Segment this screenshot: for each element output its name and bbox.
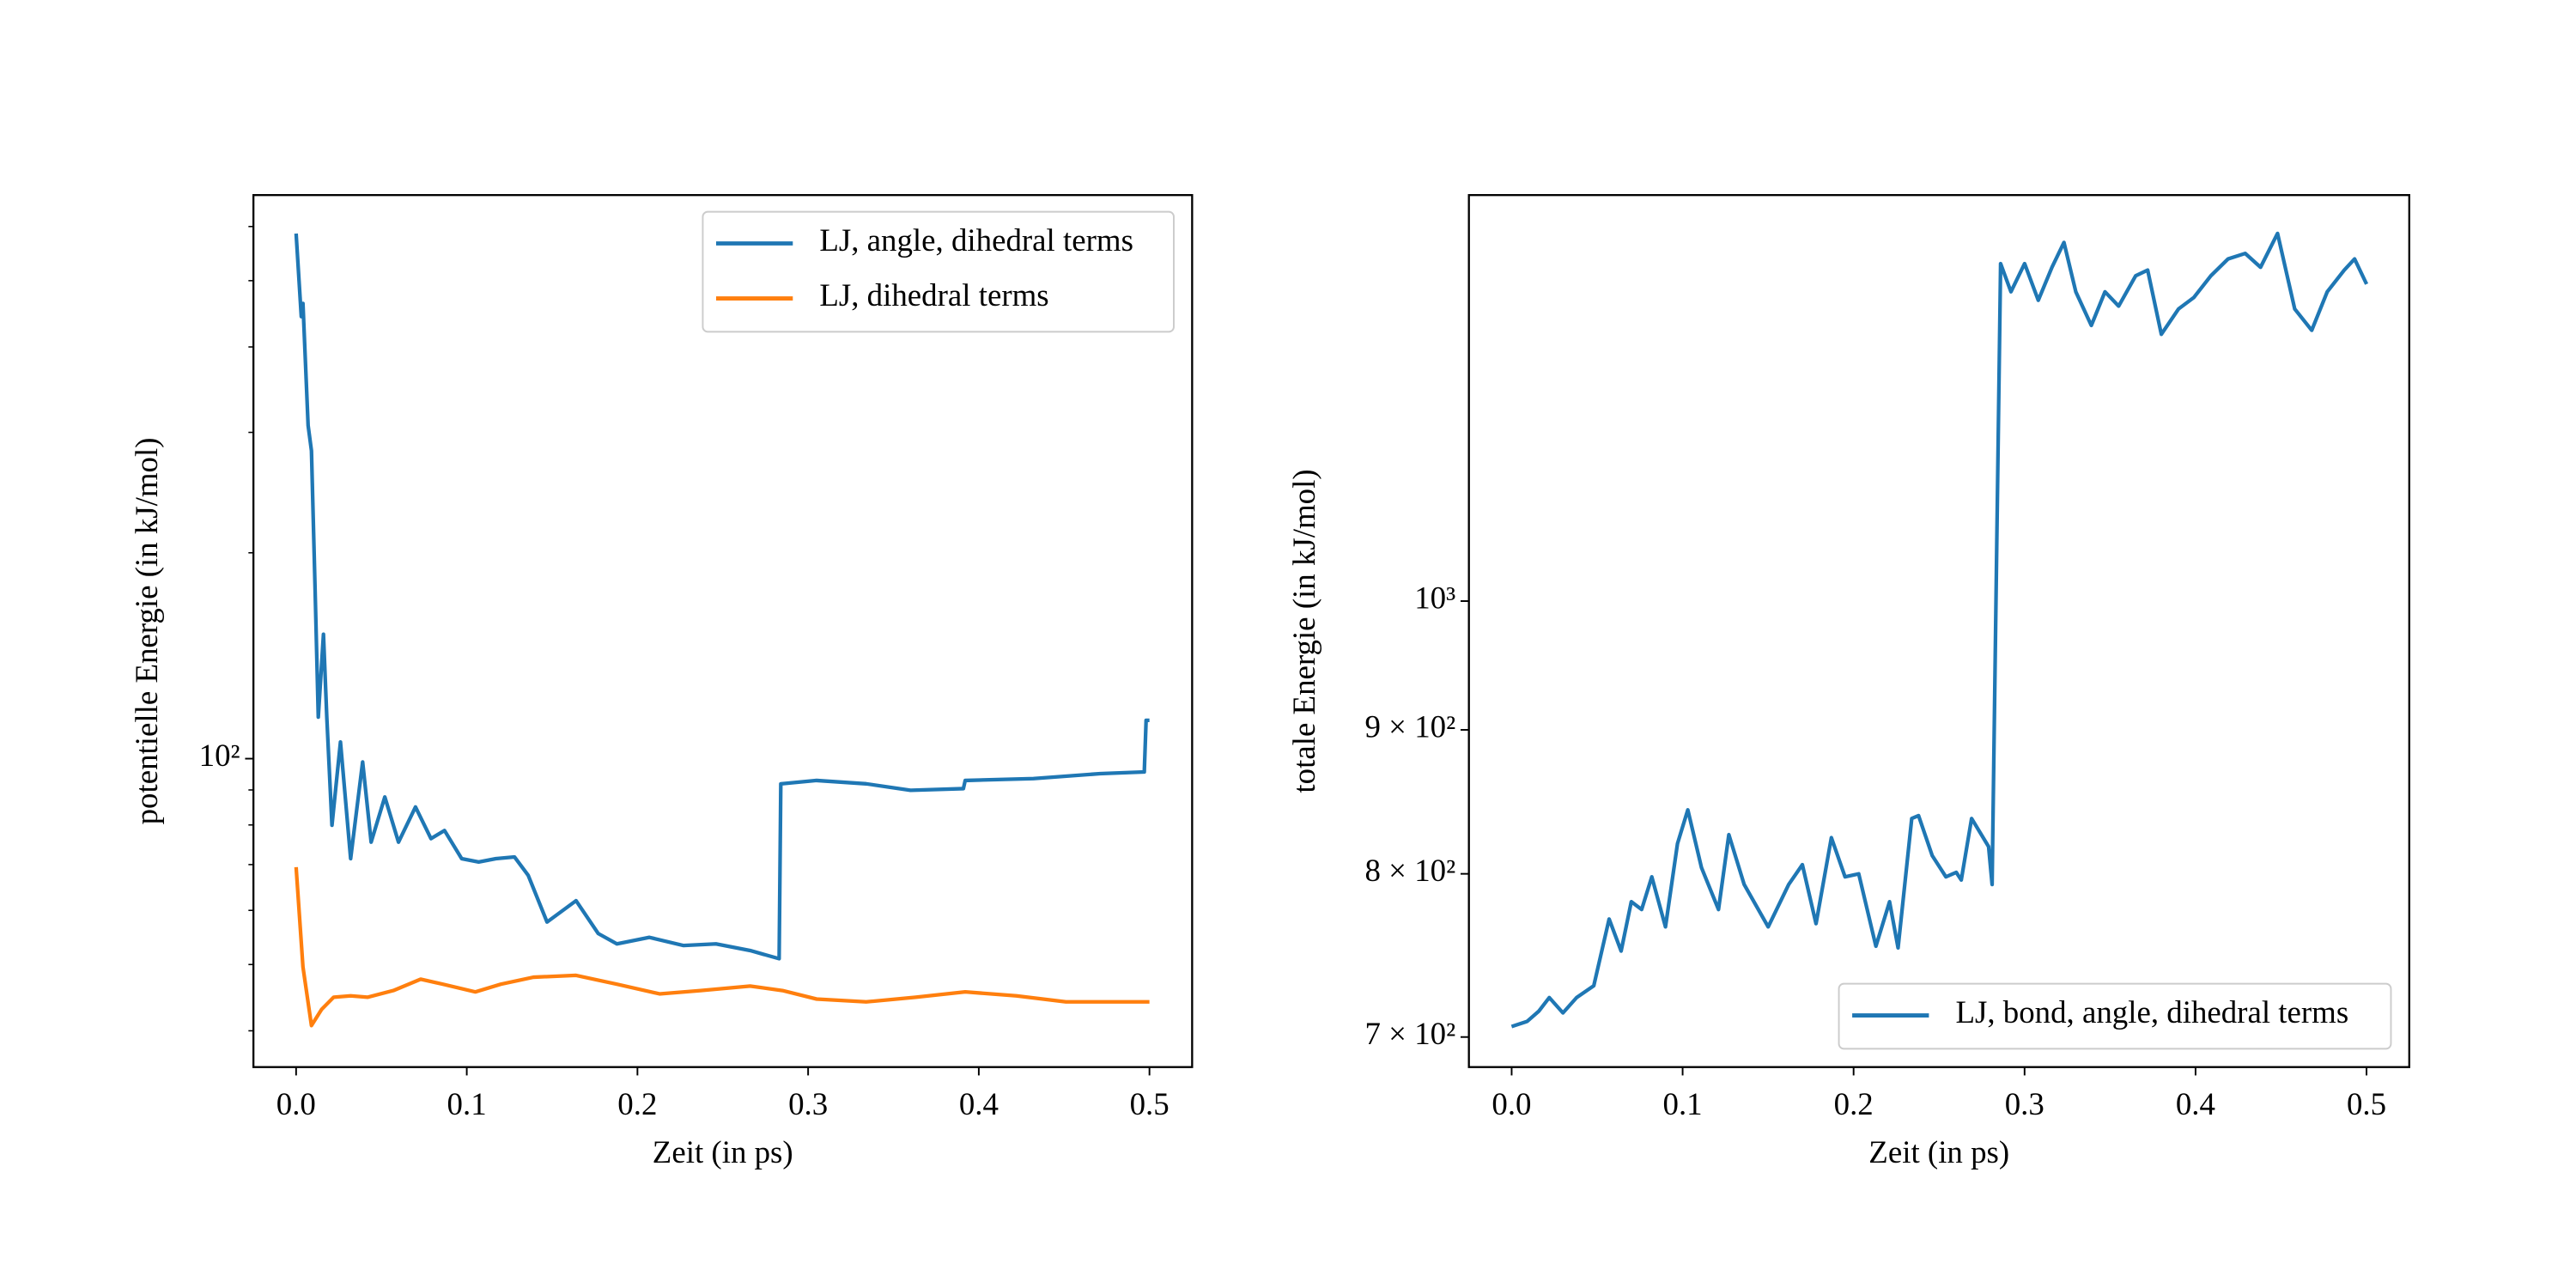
x-tick-label: 0.0 bbox=[276, 1086, 316, 1121]
y-tick-label: 10³ bbox=[1414, 580, 1455, 615]
legend-label: LJ, dihedral terms bbox=[819, 277, 1048, 313]
x-tick-label: 0.4 bbox=[959, 1086, 999, 1121]
data-line bbox=[1510, 231, 2369, 1029]
x-tick-label: 0.5 bbox=[1130, 1086, 1170, 1121]
y-axis-label: totale Energie (in kJ/mol) bbox=[1286, 469, 1322, 793]
legend-box bbox=[1838, 982, 2392, 1050]
data-line bbox=[294, 233, 1150, 961]
y-tick-label: 8 × 10² bbox=[1365, 853, 1456, 888]
x-tick-label: 0.4 bbox=[2176, 1086, 2215, 1121]
x-tick-label: 0.0 bbox=[1492, 1086, 1531, 1121]
y-axis-label: potentielle Energie (in kJ/mol) bbox=[129, 437, 165, 824]
x-tick-label: 0.5 bbox=[2347, 1086, 2386, 1121]
y-tick-label: 9 × 10² bbox=[1365, 708, 1456, 744]
x-axis-label: Zeit (in ps) bbox=[1868, 1134, 2009, 1170]
x-axis-label: Zeit (in ps) bbox=[653, 1134, 793, 1170]
x-tick-label: 0.1 bbox=[1663, 1086, 1703, 1121]
plot-frame bbox=[252, 194, 1194, 1068]
x-tick-label: 0.2 bbox=[617, 1086, 657, 1121]
x-tick-label: 0.3 bbox=[2005, 1086, 2044, 1121]
plot-frame bbox=[1467, 194, 2410, 1068]
y-tick-label: 10² bbox=[199, 738, 240, 773]
legend-label: LJ, bond, angle, dihedral terms bbox=[1955, 994, 2348, 1030]
x-tick-label: 0.1 bbox=[447, 1086, 487, 1121]
legend-box bbox=[702, 210, 1175, 333]
y-tick-label: 7 × 10² bbox=[1365, 1016, 1456, 1051]
legend-label: LJ, angle, dihedral terms bbox=[819, 222, 1133, 258]
x-tick-label: 0.3 bbox=[788, 1086, 828, 1121]
data-line bbox=[294, 866, 1150, 1028]
x-tick-label: 0.2 bbox=[1834, 1086, 1874, 1121]
